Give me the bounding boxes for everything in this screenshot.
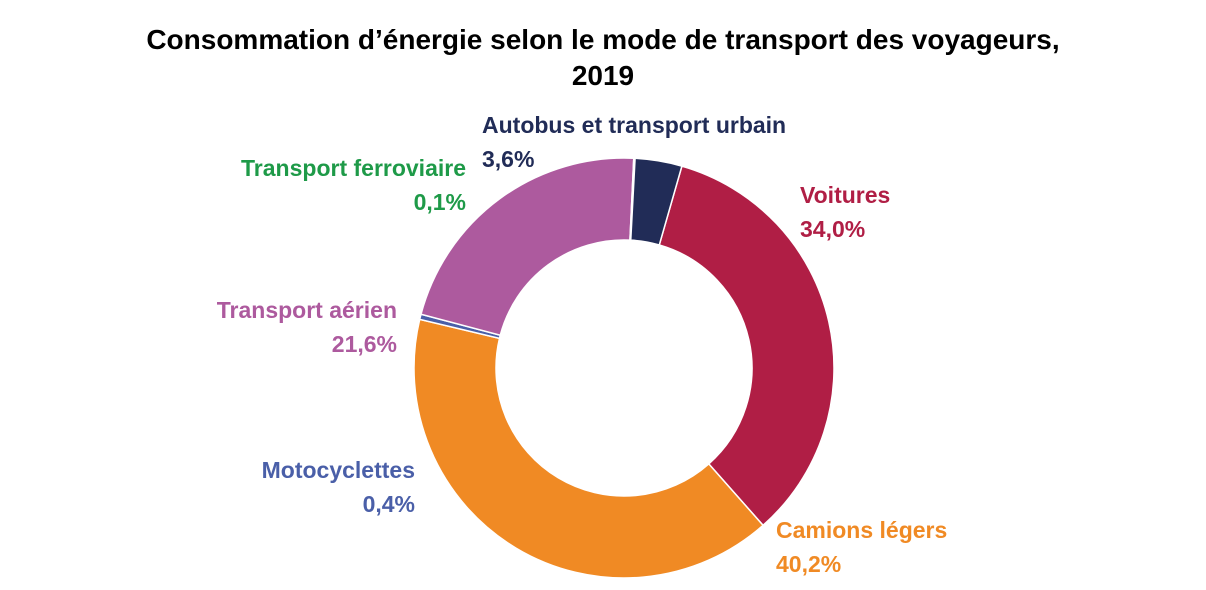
label-name-voitures: Voitures [800, 182, 890, 208]
label-value-motocyclettes: 0,4% [363, 491, 415, 517]
label-value-autobus-et-transport-urbain: 3,6% [482, 146, 534, 172]
slice-voitures [658, 165, 835, 527]
slice-transport-aerien [420, 157, 635, 337]
slice-camions-legers [413, 318, 765, 579]
label-name-motocyclettes: Motocyclettes [262, 457, 415, 483]
chart-title-line2: 2019 [571, 60, 635, 91]
label-value-transport-ferroviaire: 0,1% [414, 189, 466, 215]
label-name-autobus-et-transport-urbain: Autobus et transport urbain [482, 112, 786, 138]
label-name-transport-aerien: Transport aérien [217, 297, 397, 323]
label-name-transport-ferroviaire: Transport ferroviaire [241, 155, 466, 181]
label-name-camions-legers: Camions légers [776, 517, 947, 543]
slice-autobus-et-transport-urbain [629, 157, 683, 246]
label-value-transport-aerien: 21,6% [332, 331, 397, 357]
label-value-camions-legers: 40,2% [776, 551, 841, 577]
chart-title-line1: Consommation d’énergie selon le mode de … [146, 24, 1060, 55]
label-value-voitures: 34,0% [800, 216, 865, 242]
